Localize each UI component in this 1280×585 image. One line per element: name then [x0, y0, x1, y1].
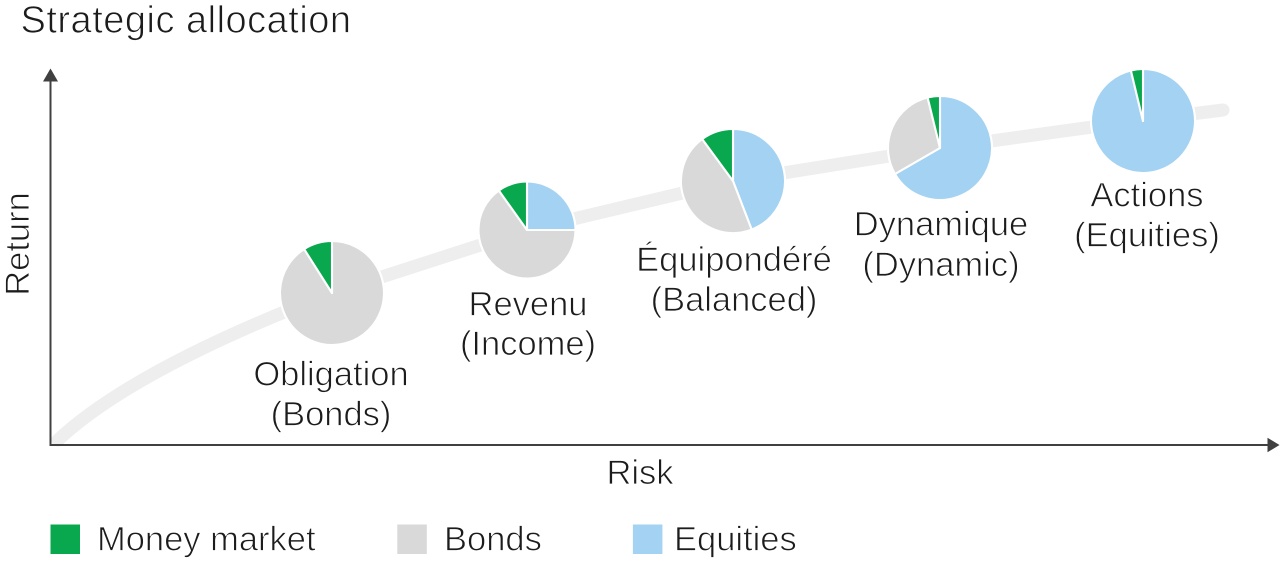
- svg-text:(Dynamic): (Dynamic): [862, 246, 1019, 284]
- svg-text:(Income): (Income): [460, 325, 596, 363]
- svg-text:(Bonds): (Bonds): [271, 395, 392, 433]
- svg-text:Obligation: Obligation: [253, 355, 408, 393]
- svg-text:Revenu: Revenu: [469, 285, 588, 323]
- svg-text:Actions: Actions: [1090, 176, 1203, 214]
- svg-text:Équipondéré: Équipondéré: [636, 240, 832, 279]
- svg-text:Money market: Money market: [97, 521, 316, 559]
- svg-text:(Equities): (Equities): [1074, 217, 1220, 255]
- svg-text:Strategic allocation: Strategic allocation: [21, 0, 352, 42]
- svg-text:Equities: Equities: [674, 521, 797, 559]
- svg-text:Bonds: Bonds: [444, 521, 542, 559]
- svg-text:Dynamique: Dynamique: [854, 206, 1029, 244]
- svg-text:Risk: Risk: [606, 454, 674, 492]
- svg-text:Return: Return: [0, 192, 37, 296]
- svg-text:(Balanced): (Balanced): [651, 281, 818, 319]
